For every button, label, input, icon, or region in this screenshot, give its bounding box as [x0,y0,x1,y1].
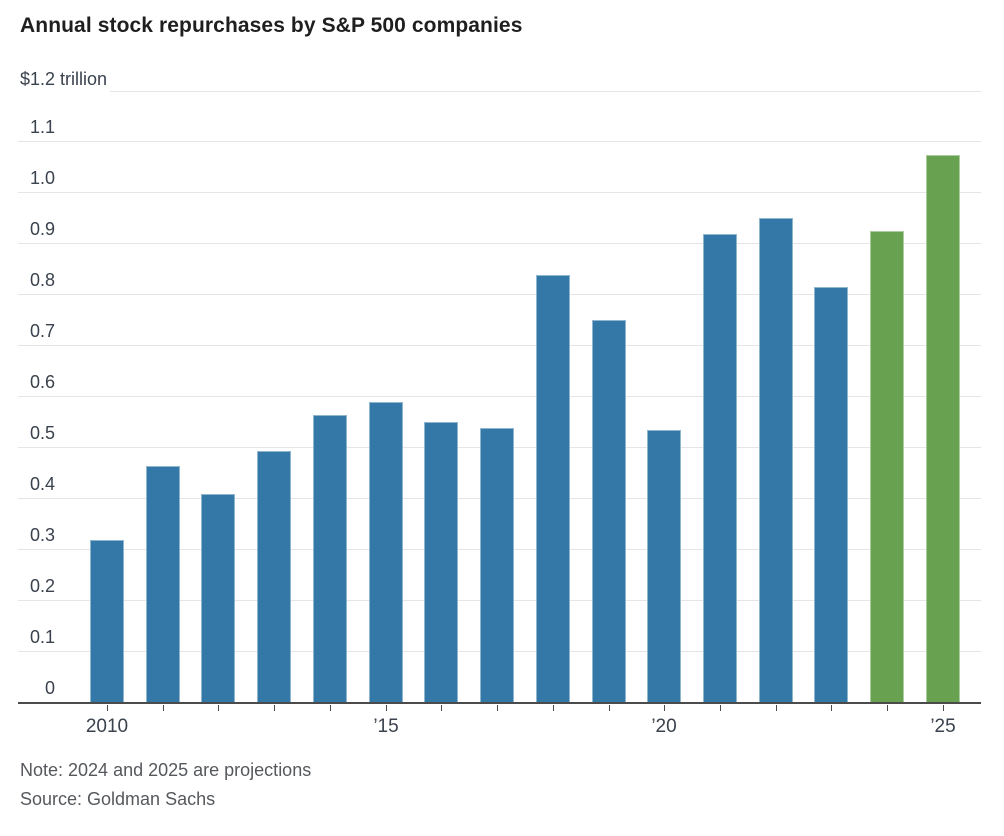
x-axis-label-2010: 2010 [85,716,129,737]
y-axis-label: 0.4 [29,474,55,494]
axis-tick-2022 [776,705,777,711]
x-axis-label-2020: ’20 [651,716,677,737]
axis-tick-2010 [107,705,108,711]
y-axis-label: 0.5 [29,423,55,443]
x-axis-label-2015: ’15 [373,716,399,737]
axis-tick-2011 [163,705,164,711]
bar-2014 [313,415,347,703]
bar-2015 [369,402,403,703]
axis-tick-2018 [553,705,554,711]
bar-2017 [480,428,514,703]
chart-title: Annual stock repurchases by S&P 500 comp… [20,14,523,37]
y-axis-label: 1.0 [29,168,55,188]
bar-2020 [647,430,681,703]
y-axis-label: 0.3 [29,525,55,545]
x-axis-label-2025: ’25 [930,716,956,737]
axis-tick-2023 [831,705,832,711]
chart-source: Source: Goldman Sachs [20,789,216,809]
bar-2011 [146,466,180,703]
y-axis-label: 0.6 [29,372,55,392]
bar-2013 [257,451,291,703]
axis-tick-2017 [497,705,498,711]
bar-2010 [90,540,124,703]
bar-2016 [424,422,458,703]
axis-tick-2012 [218,705,219,711]
gridline [18,294,981,295]
y-axis-label: 1.1 [29,117,55,137]
y-axis-label: 0.1 [29,627,55,647]
bar-2019 [592,320,626,703]
axis-tick-2014 [330,705,331,711]
x-axis-line [18,702,981,704]
gridline [18,192,981,193]
axis-tick-2021 [720,705,721,711]
y-axis-label: 0.9 [29,219,55,239]
y-axis-label: 0.8 [29,270,55,290]
gridline [18,345,981,346]
bar-2021 [703,234,737,703]
bar-2025 [926,155,960,703]
gridline [18,396,981,397]
axis-tick-2019 [609,705,610,711]
bar-2024 [870,231,904,703]
y-axis-label: 0.2 [29,576,55,596]
bar-2012 [201,494,235,703]
axis-tick-2015 [386,705,387,711]
axis-tick-2020 [664,705,665,711]
bar-2022 [759,218,793,703]
plot-area: 0 0.1 0.2 0.3 0.4 0.5 0.6 0.7 0.8 0.9 1.0 1.1 $1.2 t… [18,69,981,737]
axis-tick-2013 [274,705,275,711]
gridline [18,141,981,142]
bar-2023 [814,287,848,703]
chart-footer: Note: 2024 and 2025 are projections Sour… [20,756,311,814]
y-axis-label: 0.7 [29,321,55,341]
axis-tick-2016 [441,705,442,711]
gridline [110,91,981,92]
axis-tick-2024 [887,705,888,711]
bar-2018 [536,275,570,703]
y-axis-unit-label: $1.2 trillion [20,69,108,89]
axis-tick-2025 [943,705,944,711]
y-axis-label: 0 [44,678,55,698]
chart-note: Note: 2024 and 2025 are projections [20,760,312,780]
gridline [18,243,981,244]
